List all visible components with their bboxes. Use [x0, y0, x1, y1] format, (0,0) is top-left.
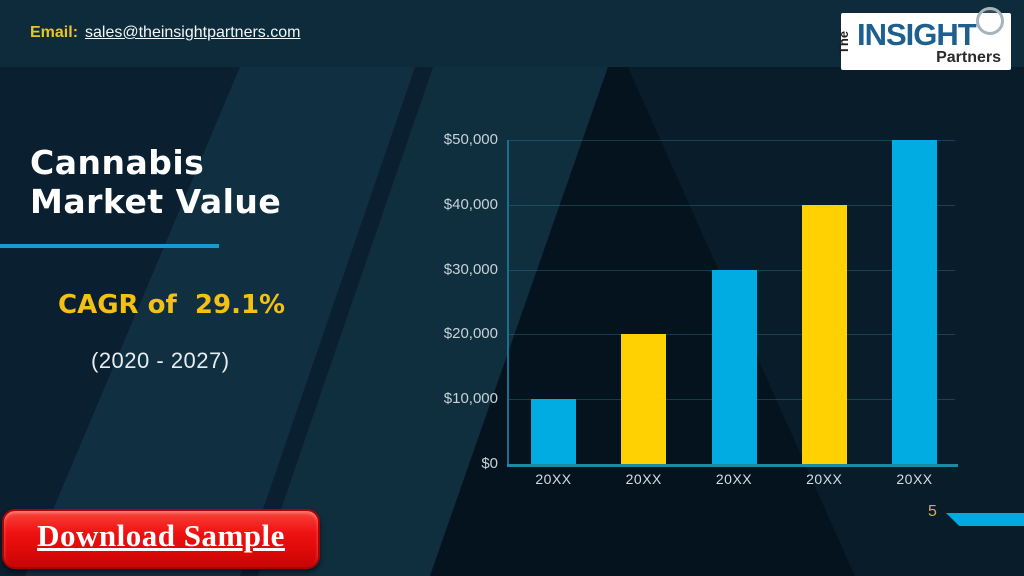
y-tick-label: $20,000	[443, 325, 498, 343]
x-tick-label: 20XX	[535, 471, 572, 487]
x-axis-line	[507, 464, 958, 467]
bar	[711, 269, 757, 464]
gridline	[509, 204, 955, 206]
x-tick-label: 20XX	[806, 471, 843, 487]
email-line: Email: sales@theinsightpartners.com	[30, 24, 300, 42]
bar	[621, 334, 667, 464]
download-sample-label: Download Sample	[37, 518, 285, 553]
magnifier-icon	[976, 7, 1004, 35]
company-logo[interactable]: The INSIGHT Partners	[836, 7, 1011, 70]
y-tick-label: $50,000	[443, 131, 498, 148]
gridline	[509, 140, 955, 141]
y-tick-label: $0	[481, 455, 498, 472]
title-line-2: Market Value	[30, 182, 282, 221]
download-sample-button[interactable]: Download Sample	[2, 509, 320, 569]
logo-the-text: The	[836, 30, 852, 55]
y-tick-label: $40,000	[443, 195, 498, 213]
y-tick-label: $10,000	[443, 390, 498, 408]
email-link[interactable]: sales@theinsightpartners.com	[85, 24, 301, 41]
cagr-value: CAGR of 29.1%	[58, 290, 286, 320]
bar	[531, 399, 576, 464]
logo-partners-text: Partners	[936, 49, 1001, 66]
page-title: Cannabis Market Value	[30, 143, 281, 221]
y-axis-line	[507, 140, 509, 464]
accent-strip	[946, 513, 1024, 526]
x-tick-label: 20XX	[896, 471, 933, 487]
x-tick-label: 20XX	[625, 471, 662, 487]
y-tick-label: $30,000	[443, 260, 498, 278]
forecast-period: (2020 - 2027)	[91, 348, 230, 373]
x-tick-label: 20XX	[715, 471, 753, 487]
bar	[801, 204, 847, 464]
bar	[892, 140, 937, 464]
email-label: Email:	[30, 24, 79, 41]
title-divider	[0, 244, 219, 248]
page-number: 5	[928, 503, 937, 520]
logo-insight-text: INSIGHT	[857, 17, 977, 52]
title-line-1: Cannabis	[30, 143, 205, 182]
